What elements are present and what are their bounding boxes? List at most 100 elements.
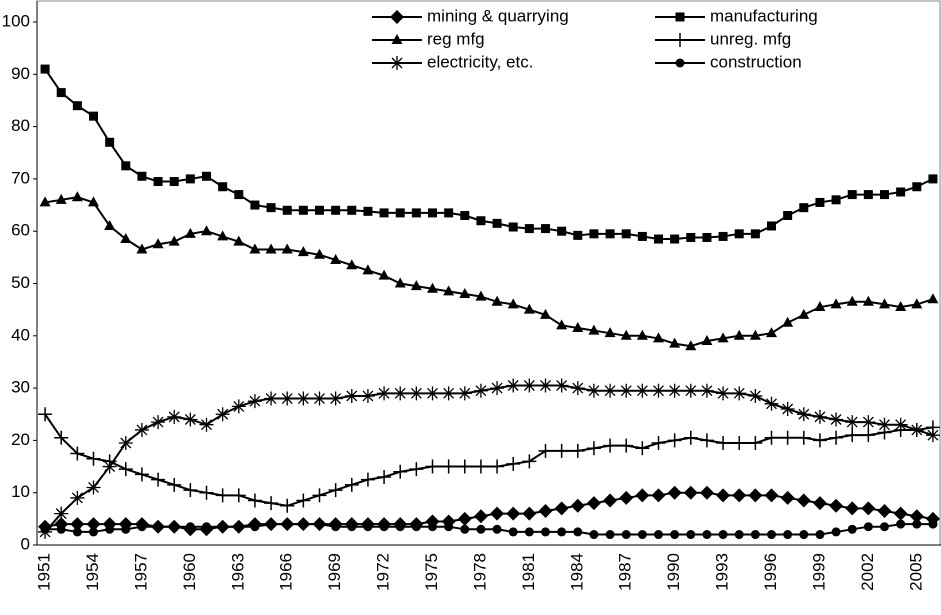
x-tick-label: 1957 — [131, 553, 150, 591]
marker — [846, 295, 858, 306]
marker — [134, 467, 149, 482]
marker — [796, 493, 811, 508]
y-tick-label: 70 — [11, 168, 30, 187]
marker — [911, 298, 923, 309]
marker — [410, 280, 422, 291]
y-tick-label: 40 — [11, 325, 30, 344]
marker — [492, 218, 502, 228]
marker — [734, 229, 744, 239]
marker — [88, 196, 99, 207]
legend-label: mining & quarrying — [427, 6, 569, 25]
marker — [701, 335, 713, 346]
marker — [70, 490, 85, 505]
marker — [748, 436, 763, 451]
marker — [54, 506, 69, 521]
marker — [750, 530, 760, 540]
marker — [506, 378, 521, 393]
marker — [716, 488, 731, 503]
marker — [409, 462, 424, 477]
marker — [378, 269, 390, 280]
marker — [218, 182, 228, 192]
x-tick-label: 1987 — [616, 553, 635, 591]
marker — [202, 171, 211, 181]
marker — [390, 56, 404, 70]
plot-border — [36, 0, 941, 546]
marker — [683, 485, 698, 500]
marker — [767, 530, 776, 540]
marker — [572, 321, 584, 332]
marker — [476, 216, 486, 226]
marker — [476, 524, 486, 534]
marker — [153, 177, 163, 187]
legend-label: construction — [710, 52, 802, 71]
x-tick-label: 1978 — [470, 553, 489, 591]
y-tick-label: 30 — [11, 378, 30, 397]
marker — [654, 530, 663, 540]
marker — [570, 498, 585, 513]
marker — [847, 524, 857, 534]
marker — [443, 285, 455, 296]
marker — [538, 378, 553, 393]
marker — [393, 464, 408, 479]
marker — [845, 415, 860, 430]
marker — [507, 298, 519, 309]
marker — [767, 221, 776, 231]
marker — [231, 399, 246, 414]
legend-label: electricity, etc. — [427, 52, 533, 71]
marker — [444, 522, 454, 532]
marker — [280, 391, 295, 406]
marker — [670, 234, 680, 244]
marker — [554, 378, 569, 393]
marker — [425, 386, 440, 401]
marker — [925, 428, 940, 443]
series-line — [44, 68, 934, 241]
marker — [121, 161, 131, 171]
marker — [312, 391, 327, 406]
marker — [265, 243, 277, 254]
marker — [169, 177, 179, 187]
marker — [573, 527, 583, 537]
marker — [702, 232, 712, 242]
y-tick-label: 80 — [11, 116, 30, 135]
x-tick-label: 1966 — [277, 553, 296, 591]
legend-label: unreg. mfg — [710, 29, 791, 48]
marker — [428, 208, 437, 218]
marker — [603, 493, 618, 508]
x-tick-label: 1951 — [35, 553, 54, 591]
marker — [557, 226, 567, 236]
marker — [573, 230, 583, 240]
x-tick-label: 1981 — [519, 553, 538, 591]
marker — [391, 34, 403, 44]
marker — [459, 287, 471, 298]
marker — [296, 493, 311, 508]
marker — [201, 225, 212, 236]
marker — [297, 246, 309, 257]
marker — [621, 229, 631, 239]
marker — [409, 386, 424, 401]
marker — [893, 417, 908, 432]
marker — [427, 282, 438, 293]
marker — [183, 412, 198, 427]
marker — [346, 259, 358, 270]
marker — [524, 224, 534, 234]
marker — [605, 530, 615, 540]
marker — [347, 205, 357, 215]
marker — [524, 527, 534, 537]
marker — [861, 428, 876, 443]
marker — [394, 277, 406, 288]
marker — [134, 422, 149, 437]
marker — [780, 430, 795, 445]
x-tick-label: 1984 — [567, 553, 586, 591]
marker — [55, 193, 67, 204]
marker — [460, 524, 470, 534]
marker — [667, 433, 682, 448]
marker — [830, 298, 842, 309]
marker — [604, 327, 616, 338]
y-tick-label: 50 — [11, 273, 30, 292]
marker — [120, 233, 132, 244]
marker — [718, 231, 728, 241]
marker — [861, 501, 876, 516]
marker — [909, 509, 924, 524]
marker — [538, 504, 553, 519]
marker — [360, 472, 375, 487]
